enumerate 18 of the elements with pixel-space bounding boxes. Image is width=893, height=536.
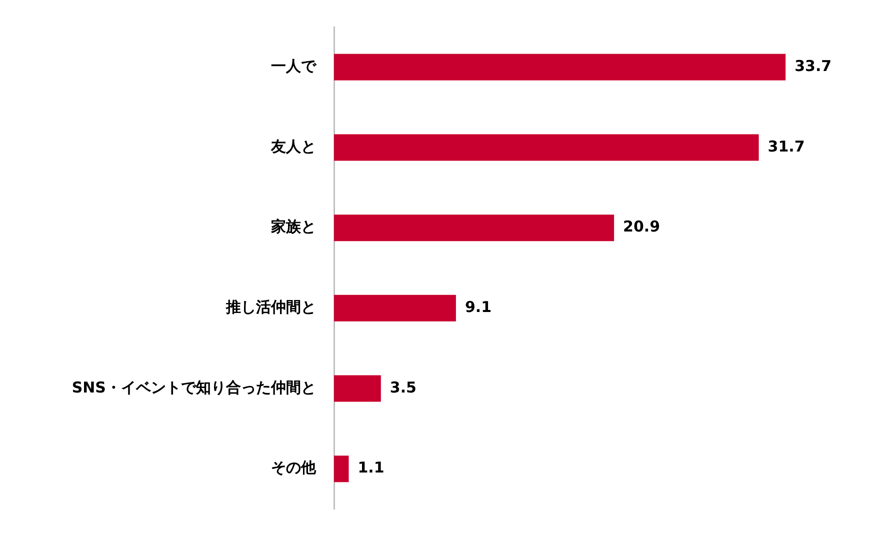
y-tick-label: その他 (271, 458, 317, 477)
y-tick-label: 友人と (270, 137, 316, 156)
data-label: 3.5 (390, 378, 416, 396)
y-tick-label: 家族と (270, 218, 316, 236)
bar (334, 214, 614, 242)
bar (334, 294, 456, 322)
data-label: 9.1 (464, 298, 492, 316)
y-tick-label: 推し活仲間と (225, 298, 316, 316)
bar (334, 456, 349, 482)
data-label: 20.9 (623, 218, 660, 236)
bar (334, 375, 381, 402)
data-label: 1.1 (358, 458, 384, 477)
data-label: 33.7 (794, 57, 832, 76)
y-tick-label: 一人で (271, 57, 317, 76)
data-label: 31.7 (768, 137, 805, 156)
bar (334, 54, 786, 80)
bar (334, 134, 759, 161)
y-tick-label: SNS・イベントで知り合った仲間と (72, 378, 316, 396)
